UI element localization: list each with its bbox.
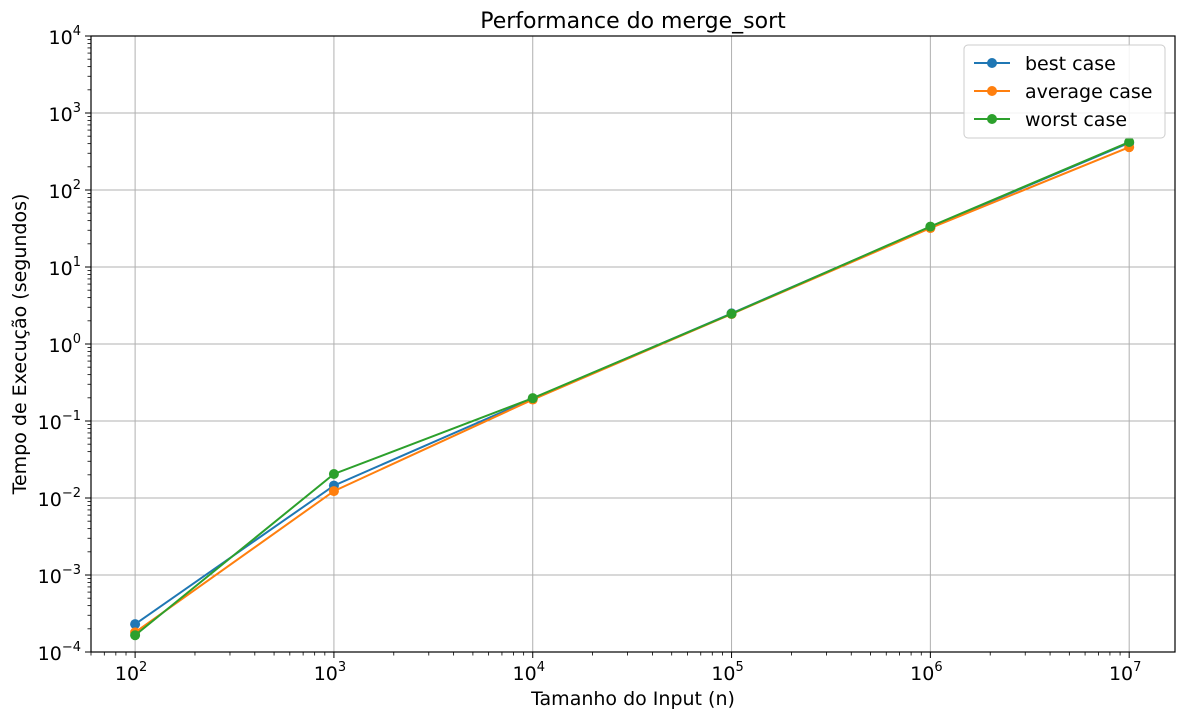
y-tick-exponent: −2 [62, 486, 81, 501]
legend-item: average case [974, 81, 1153, 103]
y-tick-exponent: 0 [73, 332, 81, 347]
x-tick-label: 103 [314, 660, 346, 685]
series-line [134, 141, 1130, 625]
x-tick-label: 102 [115, 660, 147, 685]
x-tick-exponent: 4 [537, 660, 545, 675]
legend-label: average case [1025, 81, 1153, 103]
y-tick-base: 10 [49, 181, 73, 203]
x-axis-label: Tamanho do Input (n) [530, 688, 735, 710]
data-point [130, 630, 141, 641]
y-tick-label: 100 [49, 332, 81, 357]
y-tick-exponent: −4 [62, 640, 81, 655]
data-point [527, 393, 538, 404]
legend-marker [987, 114, 997, 124]
legend-label: best case [1025, 53, 1116, 75]
x-tick-exponent: 5 [736, 660, 744, 675]
chart-title: Performance do merge_sort [480, 9, 786, 34]
x-tick-base: 10 [115, 663, 139, 685]
x-tick-exponent: 3 [338, 660, 346, 675]
y-tick-base: 10 [49, 258, 73, 280]
y-axis-label: Tempo de Execução (segundos) [9, 194, 31, 496]
y-tick-label: 10−1 [38, 409, 81, 434]
y-tick-base: 10 [49, 104, 73, 126]
y-tick-exponent: 3 [73, 101, 81, 116]
series-average-case [130, 142, 1135, 638]
y-tick-exponent: 4 [73, 24, 81, 39]
y-tick-label: 103 [49, 101, 81, 126]
y-tick-label: 10−2 [38, 486, 81, 511]
y-tick-base: 10 [49, 335, 73, 357]
data-point [328, 468, 339, 479]
y-tick-label: 10−4 [38, 640, 81, 665]
x-tick-label: 106 [910, 660, 942, 685]
legend: best case average case worst case [963, 44, 1166, 139]
legend-box [963, 44, 1166, 139]
x-tick-base: 10 [314, 663, 338, 685]
series-line [134, 146, 1130, 634]
x-tick-base: 10 [1109, 663, 1133, 685]
data-point [1124, 137, 1135, 148]
legend-item: worst case [974, 109, 1127, 131]
y-tick-exponent: 1 [73, 255, 81, 270]
y-tick-label: 102 [49, 178, 81, 203]
y-tick-base: 10 [38, 412, 62, 434]
y-tick-label: 101 [49, 255, 81, 280]
major-ticks [85, 35, 1130, 658]
y-tick-base: 10 [49, 27, 73, 49]
legend-marker [987, 86, 997, 96]
series-worst-case [130, 137, 1135, 641]
series-lines [130, 137, 1135, 641]
legend-marker [987, 58, 997, 68]
x-tick-label: 105 [711, 660, 743, 685]
x-tick-base: 10 [513, 663, 537, 685]
x-tick-label: 104 [513, 660, 545, 685]
data-point [726, 308, 737, 319]
y-tick-exponent: −3 [62, 563, 81, 578]
plot-frame [90, 35, 1176, 653]
series-line [134, 141, 1130, 637]
legend-label: worst case [1025, 109, 1127, 131]
tick-labels: 102 103 104 105 106 10710−410−310−210−1100101… [38, 24, 1142, 685]
y-tick-base: 10 [38, 566, 62, 588]
data-point [130, 619, 141, 630]
x-tick-exponent: 6 [934, 660, 942, 675]
x-tick-exponent: 2 [139, 660, 147, 675]
legend-item: best case [974, 53, 1116, 75]
y-tick-label: 104 [49, 24, 81, 49]
x-tick-base: 10 [711, 663, 735, 685]
x-tick-label: 107 [1109, 660, 1141, 685]
series-best-case [130, 137, 1135, 630]
x-tick-exponent: 7 [1133, 660, 1141, 675]
y-tick-exponent: −1 [62, 409, 81, 424]
y-tick-base: 10 [38, 489, 62, 511]
minor-ticks [87, 39, 1121, 656]
data-point [925, 221, 936, 232]
y-tick-base: 10 [38, 643, 62, 665]
x-tick-base: 10 [910, 663, 934, 685]
data-point [328, 486, 339, 497]
y-tick-exponent: 2 [73, 178, 81, 193]
y-tick-label: 10−3 [38, 563, 81, 588]
